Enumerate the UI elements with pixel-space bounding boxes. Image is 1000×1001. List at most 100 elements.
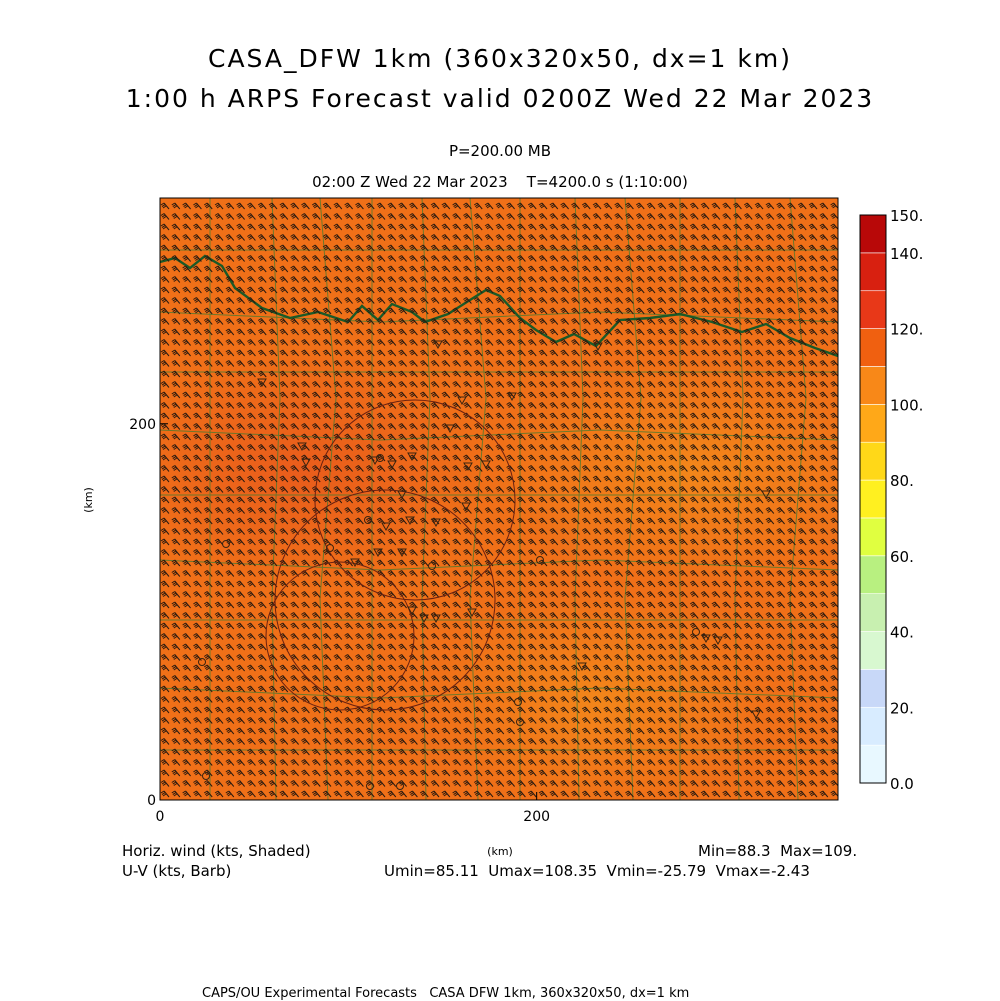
wind-barb xyxy=(765,402,775,409)
wind-barb xyxy=(538,570,548,577)
wind-barb xyxy=(743,370,753,378)
wind-barb xyxy=(247,349,256,357)
wind-barb xyxy=(819,360,829,367)
wind-barb xyxy=(808,412,818,420)
wind-barb xyxy=(603,202,613,210)
wind-barb xyxy=(797,391,807,399)
wind-barb xyxy=(700,738,710,745)
wind-barb xyxy=(571,381,580,388)
wind-barb xyxy=(722,213,731,220)
wind-barb xyxy=(160,465,170,472)
wind-barb xyxy=(484,444,494,451)
wind-barb xyxy=(668,391,677,399)
wind-barb xyxy=(819,570,829,577)
wind-barb xyxy=(538,675,548,682)
wind-barb xyxy=(279,790,289,798)
wind-barb xyxy=(689,780,699,787)
wind-barb xyxy=(819,717,829,724)
wind-barb xyxy=(376,307,386,315)
wind-barb xyxy=(279,769,289,777)
wind-barb xyxy=(808,601,818,609)
wind-barb xyxy=(452,675,461,682)
wind-barb xyxy=(268,297,278,304)
wind-barb xyxy=(409,360,418,367)
wind-barb xyxy=(560,297,569,304)
wind-barb xyxy=(581,454,591,462)
wind-barb xyxy=(495,580,505,588)
wind-barb xyxy=(171,244,181,252)
wind-barb xyxy=(549,591,559,598)
wind-barb xyxy=(787,538,796,546)
wind-barb xyxy=(808,696,818,703)
wind-barb xyxy=(765,360,775,367)
station-triangle xyxy=(301,458,311,468)
wind-barb xyxy=(398,370,407,378)
wind-barb xyxy=(797,580,807,588)
wind-barb xyxy=(409,769,418,777)
wind-barb xyxy=(679,769,688,777)
wind-barb xyxy=(808,454,818,462)
wind-barb xyxy=(430,475,440,483)
wind-barb xyxy=(592,696,602,703)
wind-barb xyxy=(387,643,397,651)
wind-barb xyxy=(722,465,731,472)
wind-barb xyxy=(430,234,440,241)
wind-barb xyxy=(257,780,267,787)
wind-barb xyxy=(193,759,202,766)
wind-barb xyxy=(549,223,559,231)
wind-barb xyxy=(203,696,213,703)
wind-barb xyxy=(409,328,418,336)
wind-barb xyxy=(614,318,623,325)
wind-barb xyxy=(355,202,364,210)
wind-barb xyxy=(571,685,580,693)
wind-barb xyxy=(527,391,537,399)
wind-barb xyxy=(419,685,429,693)
wind-barb xyxy=(765,738,775,745)
colorbar-frame xyxy=(859,214,887,784)
wind-barb xyxy=(787,255,796,262)
wind-barb xyxy=(409,286,418,294)
wind-barb xyxy=(257,549,267,556)
wind-barb xyxy=(193,486,202,493)
wind-barb xyxy=(776,234,785,241)
wind-barb xyxy=(441,570,451,577)
wind-barb xyxy=(603,612,613,619)
wind-barb xyxy=(711,328,721,336)
wind-barb xyxy=(614,622,623,630)
wind-barb xyxy=(614,601,623,609)
wind-barb xyxy=(679,307,688,315)
wind-barb xyxy=(409,570,418,577)
wind-barb xyxy=(409,276,418,283)
wind-barb xyxy=(592,454,602,462)
wind-barb xyxy=(603,328,613,336)
wind-barb xyxy=(592,664,602,672)
wind-barb xyxy=(743,559,753,567)
wind-barb xyxy=(776,402,785,409)
wind-barb xyxy=(160,265,170,273)
wind-barb xyxy=(398,738,407,745)
station-triangle xyxy=(701,634,711,644)
wind-barb xyxy=(689,286,699,294)
wind-barb xyxy=(279,234,289,241)
wind-barb xyxy=(452,769,461,777)
wind-barb xyxy=(787,622,796,630)
wind-barb xyxy=(625,234,634,241)
wind-barb xyxy=(387,381,397,388)
wind-barb xyxy=(527,717,537,724)
wind-barb xyxy=(333,633,343,640)
wind-barb xyxy=(765,780,775,787)
wind-barb xyxy=(592,717,602,724)
wind-barb xyxy=(160,286,170,294)
wind-barb xyxy=(387,738,397,745)
wind-barb xyxy=(344,465,353,472)
wind-barb xyxy=(517,265,526,273)
wind-barb xyxy=(603,381,613,388)
wind-barb xyxy=(819,517,829,525)
wind-barb xyxy=(549,360,559,367)
wind-barb xyxy=(301,234,310,241)
wind-barb xyxy=(765,769,775,777)
wind-barb xyxy=(484,633,494,640)
wind-barb xyxy=(592,654,602,661)
wind-barb xyxy=(290,307,299,315)
wind-barb xyxy=(527,559,537,567)
